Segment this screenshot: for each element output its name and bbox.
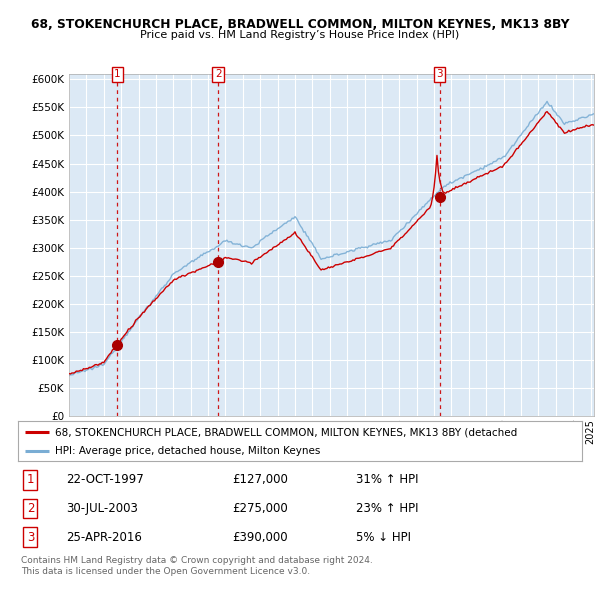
Text: £275,000: £275,000	[232, 502, 288, 515]
Text: 68, STOKENCHURCH PLACE, BRADWELL COMMON, MILTON KEYNES, MK13 8BY (detached: 68, STOKENCHURCH PLACE, BRADWELL COMMON,…	[55, 427, 517, 437]
Text: 1: 1	[114, 69, 121, 79]
Text: Price paid vs. HM Land Registry’s House Price Index (HPI): Price paid vs. HM Land Registry’s House …	[140, 30, 460, 40]
Text: 23% ↑ HPI: 23% ↑ HPI	[356, 502, 419, 515]
Text: £390,000: £390,000	[232, 531, 288, 544]
Text: 31% ↑ HPI: 31% ↑ HPI	[356, 473, 419, 486]
Text: HPI: Average price, detached house, Milton Keynes: HPI: Average price, detached house, Milt…	[55, 447, 320, 456]
Text: Contains HM Land Registry data © Crown copyright and database right 2024.
This d: Contains HM Land Registry data © Crown c…	[21, 556, 373, 576]
Text: 1: 1	[26, 473, 34, 486]
Text: 30-JUL-2003: 30-JUL-2003	[66, 502, 138, 515]
Text: 2: 2	[215, 69, 221, 79]
Text: 3: 3	[436, 69, 443, 79]
Text: 2: 2	[26, 502, 34, 515]
Text: 25-APR-2016: 25-APR-2016	[66, 531, 142, 544]
Text: 22-OCT-1997: 22-OCT-1997	[66, 473, 143, 486]
Text: £127,000: £127,000	[232, 473, 288, 486]
Text: 3: 3	[27, 531, 34, 544]
Text: 68, STOKENCHURCH PLACE, BRADWELL COMMON, MILTON KEYNES, MK13 8BY: 68, STOKENCHURCH PLACE, BRADWELL COMMON,…	[31, 18, 569, 31]
Text: 5% ↓ HPI: 5% ↓ HPI	[356, 531, 412, 544]
